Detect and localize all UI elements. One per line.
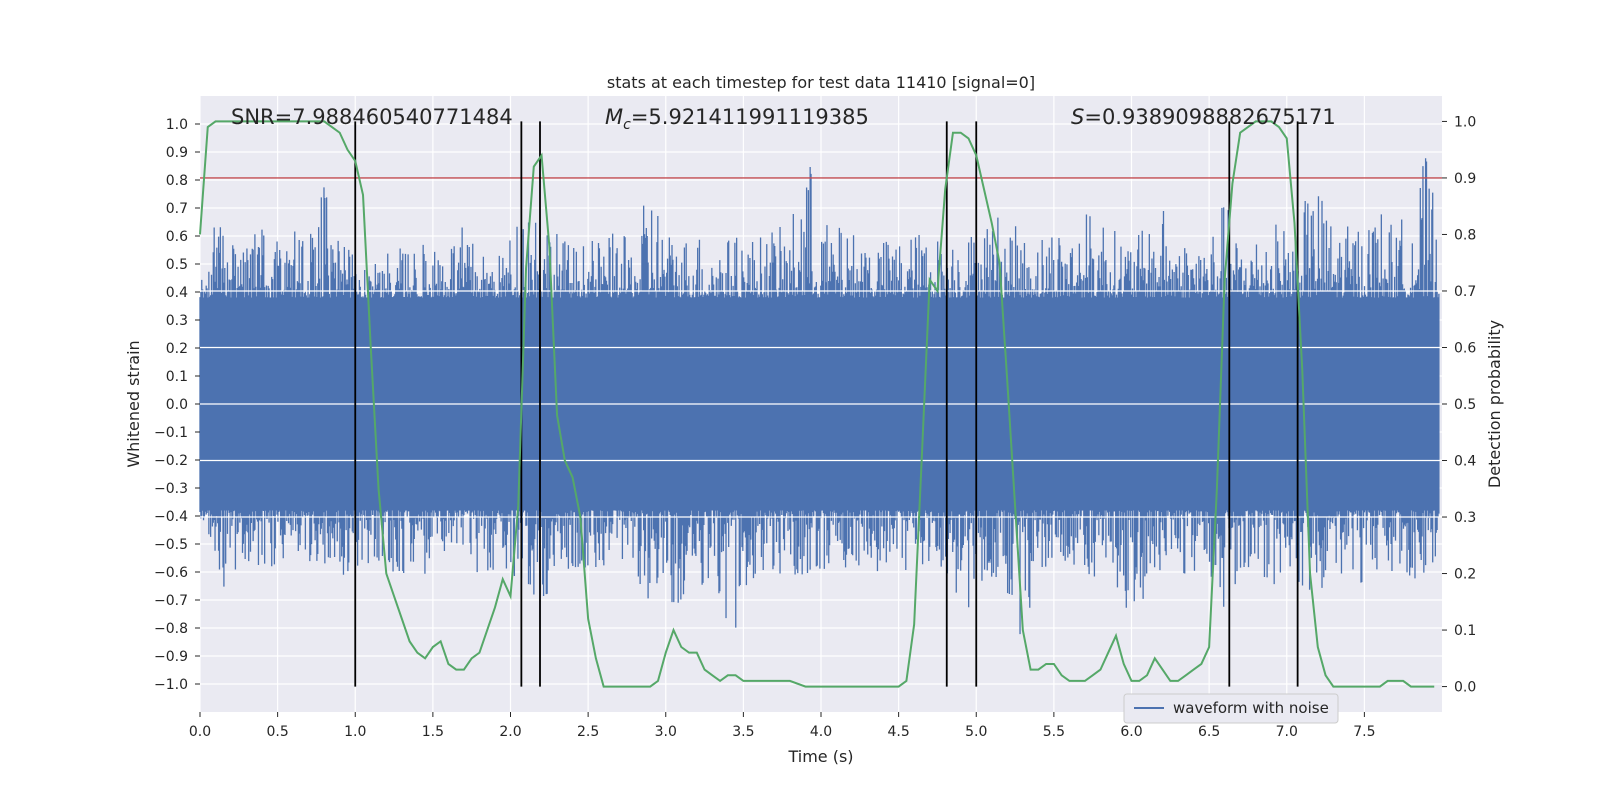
y2-tick-label: 0.8	[1454, 227, 1476, 243]
x-tick-label: 5.0	[965, 724, 987, 740]
x-tick-label: 2.5	[577, 724, 599, 740]
y-tick-label: 0.6	[166, 229, 188, 245]
y-tick-label: 0.3	[166, 313, 188, 329]
y-tick-label: −0.7	[154, 593, 188, 609]
x-tick-label: 5.5	[1043, 724, 1065, 740]
y-tick-label: 0.0	[166, 397, 188, 413]
y-tick-label: −0.3	[154, 481, 188, 497]
probability-line	[199, 120, 1435, 688]
x-tick-label: 3.0	[655, 724, 677, 740]
y2-axis-label: Detection probability	[1485, 320, 1504, 488]
y-axis-label: Whitened strain	[124, 340, 143, 467]
y-tick-label: 0.2	[166, 341, 188, 357]
chirp-mass-subscript: c	[623, 117, 631, 133]
x-tick-label: 0.0	[189, 724, 211, 740]
y2-tick-label: 1.0	[1454, 114, 1476, 130]
waveform-series	[199, 158, 1442, 635]
y2-tick-label: 0.0	[1454, 680, 1476, 696]
y2-tick-label: 0.9	[1454, 171, 1476, 187]
y-tick-label: −0.5	[154, 537, 188, 553]
s-annotation: S=0.9389098882675171	[1071, 105, 1336, 129]
y-tick-label: 0.9	[166, 145, 188, 161]
s-symbol: S	[1071, 105, 1084, 129]
x-tick-label: 1.5	[422, 724, 444, 740]
x-tick-label: 4.5	[887, 724, 909, 740]
x-tick-label: 6.5	[1198, 724, 1220, 740]
y-tick-label: −0.1	[154, 425, 188, 441]
x-tick-label: 3.5	[732, 724, 754, 740]
snr-annotation: SNR=7.988460540771484	[231, 105, 513, 129]
y-tick-label: −0.2	[154, 453, 188, 469]
x-tick-label: 0.5	[266, 724, 288, 740]
y2-tick-label: 0.3	[1454, 510, 1476, 526]
legend-label: waveform with noise	[1173, 699, 1329, 717]
y-tick-label: 0.4	[166, 285, 188, 301]
chirp-mass-annotation: Mc=5.921411991119385	[605, 105, 869, 133]
chart-title: stats at each timestep for test data 114…	[607, 73, 1035, 92]
y-tick-label: 0.8	[166, 173, 188, 189]
y-tick-label: 0.1	[166, 369, 188, 385]
chirp-mass-value: =5.921411991119385	[631, 105, 869, 129]
y2-tick-label: 0.2	[1454, 567, 1476, 583]
y-tick-label: −0.8	[154, 621, 188, 637]
x-tick-label: 1.0	[344, 724, 366, 740]
y-tick-label: 0.7	[166, 201, 188, 217]
x-tick-label: 2.0	[499, 724, 521, 740]
y2-tick-label: 0.4	[1454, 454, 1476, 470]
x-tick-label: 7.5	[1353, 724, 1375, 740]
y2-tick-label: 0.5	[1454, 397, 1476, 413]
x-tick-label: 7.0	[1276, 724, 1298, 740]
tick-layer: 0.0 0.5 1.0 1.5 2.0 2.5 3.0 3.5 4.0 4.5 5.0 5.5 6.0 6…	[154, 114, 1476, 740]
y-tick-label: −0.6	[154, 565, 188, 581]
y-tick-label: −1.0	[154, 677, 188, 693]
legend: waveform with noise	[1123, 693, 1339, 724]
y-tick-label: 0.5	[166, 257, 188, 273]
x-axis-label: Time (s)	[787, 747, 853, 766]
x-tick-label: 4.0	[810, 724, 832, 740]
y-tick-label: −0.9	[154, 649, 188, 665]
x-tick-label: 6.0	[1120, 724, 1142, 740]
y2-tick-label: 0.1	[1454, 623, 1476, 639]
probability-series	[199, 120, 1435, 688]
y2-tick-label: 0.6	[1454, 340, 1476, 356]
chirp-mass-symbol: M	[605, 105, 623, 129]
s-value: =0.9389098882675171	[1084, 105, 1335, 129]
y-tick-label: −0.4	[154, 509, 188, 525]
y-tick-label: 1.0	[166, 117, 188, 133]
legend-box	[1123, 693, 1339, 724]
y2-tick-label: 0.7	[1454, 284, 1476, 300]
